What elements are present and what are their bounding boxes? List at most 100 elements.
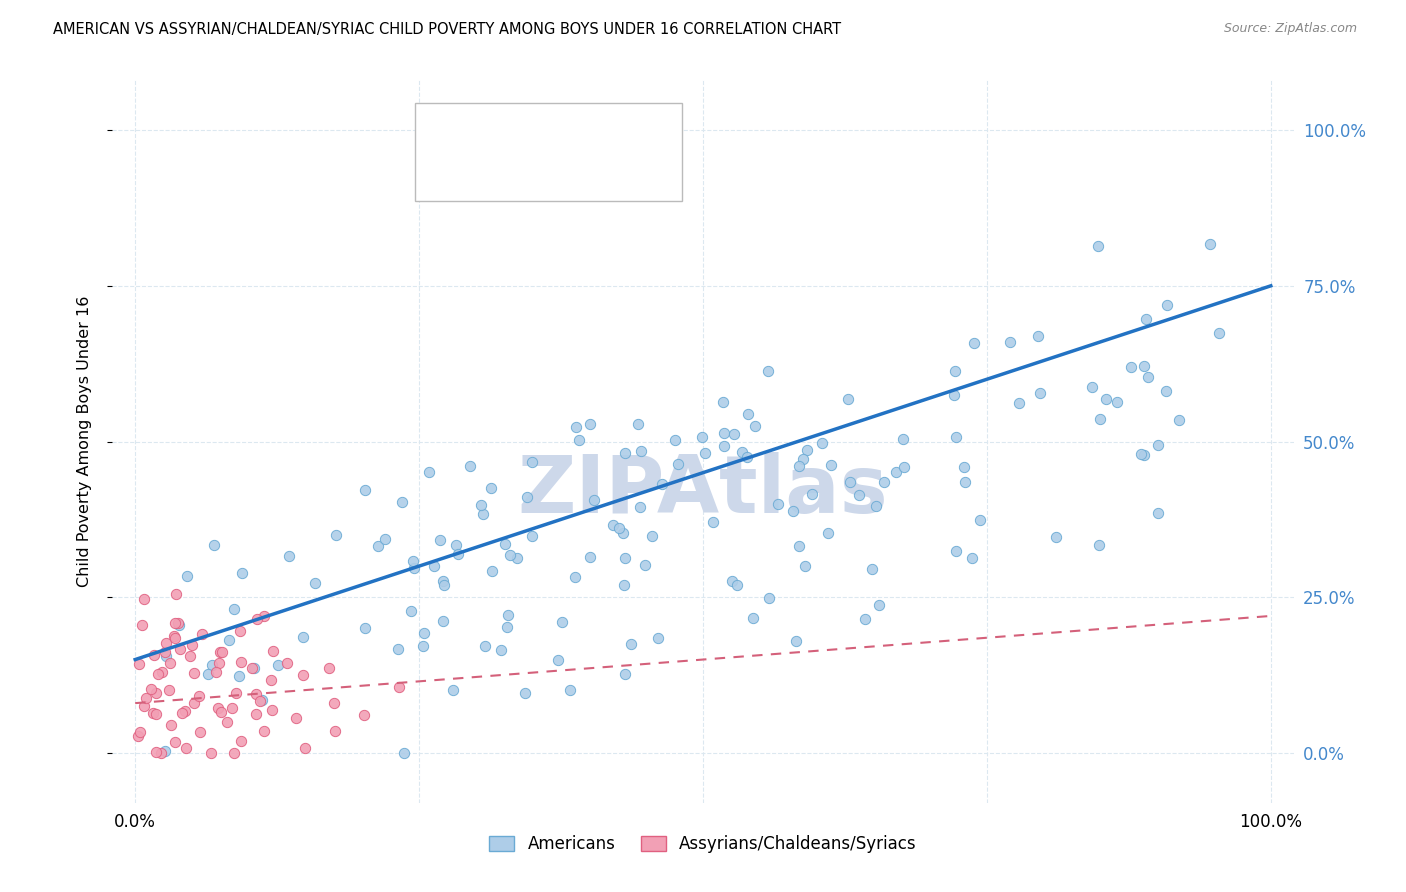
Point	[322, 696, 344, 710]
Point	[943, 364, 966, 378]
Point	[180, 638, 202, 652]
Point	[1088, 538, 1111, 552]
Point	[277, 549, 299, 564]
Text: 0.656: 0.656	[499, 125, 547, 139]
Point	[884, 465, 907, 479]
Point	[253, 609, 276, 624]
Point	[811, 436, 834, 450]
Point	[1029, 385, 1052, 400]
Point	[208, 645, 231, 659]
Point	[496, 619, 519, 633]
Point	[583, 493, 606, 508]
Point	[848, 488, 870, 502]
Point	[231, 734, 253, 748]
Point	[276, 656, 298, 670]
Point	[626, 417, 648, 431]
Point	[145, 685, 167, 699]
Point	[1133, 448, 1156, 462]
Point	[969, 512, 991, 526]
Text: AMERICAN VS ASSYRIAN/CHALDEAN/SYRIAC CHILD POVERTY AMONG BOYS UNDER 16 CORRELATI: AMERICAN VS ASSYRIAN/CHALDEAN/SYRIAC CHI…	[53, 22, 842, 37]
Point	[873, 475, 896, 489]
Point	[820, 458, 842, 473]
Point	[250, 693, 273, 707]
Point	[245, 706, 267, 721]
Point	[481, 564, 503, 578]
Point	[325, 528, 347, 542]
Point	[127, 729, 149, 743]
Point	[209, 705, 232, 719]
Point	[792, 452, 814, 467]
Point	[211, 644, 233, 658]
Point	[1146, 438, 1168, 452]
Point	[132, 592, 155, 607]
Point	[1156, 384, 1178, 398]
Point	[142, 706, 165, 721]
Point	[159, 656, 181, 670]
Point	[224, 601, 246, 615]
Point	[224, 746, 246, 760]
Point	[200, 746, 222, 760]
Text: 153: 153	[588, 125, 620, 139]
Point	[367, 539, 389, 553]
Point	[796, 443, 818, 458]
Point	[167, 615, 190, 630]
Point	[499, 548, 522, 562]
Point	[128, 657, 150, 671]
Point	[392, 746, 415, 760]
Point	[1045, 530, 1067, 544]
Point	[150, 665, 173, 680]
Point	[614, 551, 637, 566]
Point	[253, 724, 276, 739]
Text: R =: R =	[460, 171, 494, 186]
Point	[165, 587, 187, 601]
Text: 0.180: 0.180	[499, 171, 547, 186]
Point	[891, 433, 914, 447]
Point	[391, 495, 413, 509]
Point	[945, 544, 967, 558]
Point	[145, 745, 167, 759]
Point	[723, 426, 745, 441]
Point	[472, 507, 495, 521]
Point	[163, 631, 186, 645]
Point	[245, 687, 267, 701]
Point	[249, 694, 271, 708]
Point	[568, 434, 591, 448]
Point	[1133, 359, 1156, 374]
Point	[613, 446, 636, 460]
Point	[402, 554, 425, 568]
Point	[202, 538, 225, 552]
Point	[172, 706, 194, 721]
Point	[613, 577, 636, 591]
Point	[179, 648, 201, 663]
Point	[135, 691, 157, 706]
Point	[160, 718, 183, 732]
Text: ZIPAtlas: ZIPAtlas	[517, 452, 889, 531]
Point	[388, 680, 411, 694]
Point	[323, 724, 346, 739]
Point	[614, 667, 637, 681]
Point	[1156, 298, 1178, 312]
Point	[243, 661, 266, 675]
Point	[229, 655, 252, 669]
Point	[433, 577, 456, 591]
Text: 71: 71	[588, 171, 609, 186]
Point	[157, 682, 180, 697]
Point	[387, 642, 409, 657]
Point	[447, 548, 470, 562]
Point	[520, 529, 543, 543]
Point	[129, 724, 152, 739]
Point	[998, 335, 1021, 350]
Point	[1137, 369, 1160, 384]
Point	[218, 632, 240, 647]
Point	[418, 465, 440, 479]
Point	[963, 335, 986, 350]
Point	[204, 665, 226, 679]
Point	[188, 689, 211, 703]
Point	[183, 696, 205, 710]
Point	[167, 617, 190, 632]
Point	[188, 724, 211, 739]
Point	[221, 700, 243, 714]
Point	[758, 591, 780, 605]
Point	[785, 633, 807, 648]
Legend: Americans, Assyrians/Chaldeans/Syriacs: Americans, Assyrians/Chaldeans/Syriacs	[482, 828, 924, 860]
